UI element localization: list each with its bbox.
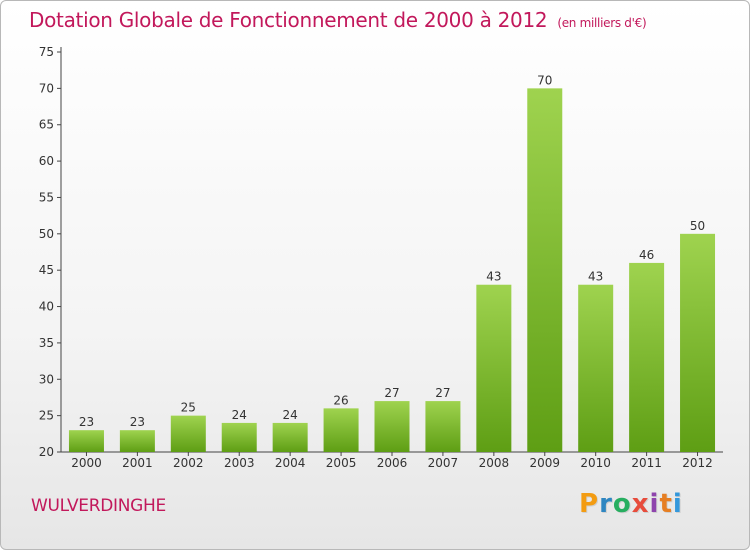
bar-2001: [119, 430, 155, 452]
y-tick-label: 55: [39, 190, 54, 204]
logo-letter: o: [612, 489, 632, 519]
logo-letter: i: [649, 489, 660, 519]
bar-value-label: 23: [130, 415, 145, 429]
y-tick-label: 50: [39, 227, 54, 241]
logo-letter: t: [659, 489, 673, 519]
logo-letter: x: [631, 489, 650, 519]
y-tick-label: 25: [39, 409, 54, 423]
commune-name: WULVERDINGHE: [31, 496, 166, 516]
y-tick-label: 40: [39, 300, 54, 314]
x-tick-label: 2006: [377, 456, 408, 470]
proxiti-logo[interactable]: Proxiti: [579, 489, 683, 519]
x-tick-label: 2008: [479, 456, 510, 470]
logo-letter: r: [599, 489, 613, 519]
x-tick-label: 2010: [580, 456, 611, 470]
x-tick-label: 2001: [122, 456, 153, 470]
bar-value-label: 50: [690, 219, 705, 233]
bar-2009: [527, 88, 563, 452]
bar-2011: [629, 262, 665, 452]
y-tick-label: 70: [39, 81, 54, 95]
bar-2005: [323, 408, 359, 452]
bar-2012: [680, 233, 716, 452]
x-tick-label: 2000: [71, 456, 102, 470]
bar-2007: [425, 401, 461, 452]
x-tick-label: 2005: [326, 456, 357, 470]
chart-subtitle: (en milliers d'€): [557, 16, 647, 30]
bar-value-label: 25: [181, 401, 196, 415]
bar-2006: [374, 401, 410, 452]
chart-title: Dotation Globale de Fonctionnement de 20…: [29, 8, 647, 32]
x-tick-label: 2002: [173, 456, 204, 470]
x-tick-label: 2004: [275, 456, 306, 470]
bar-value-label: 27: [435, 386, 450, 400]
y-tick-label: 75: [39, 45, 54, 59]
bar-value-label: 43: [486, 270, 501, 284]
bar-value-label: 70: [537, 73, 552, 87]
bar-value-label: 27: [384, 386, 399, 400]
x-tick-label: 2011: [631, 456, 662, 470]
y-tick-label: 30: [39, 372, 54, 386]
logo-letter: i: [672, 489, 683, 519]
x-tick-label: 2009: [529, 456, 560, 470]
y-tick-label: 65: [39, 118, 54, 132]
bar-2010: [578, 284, 614, 452]
bar-2003: [221, 422, 257, 452]
bar-2004: [272, 422, 308, 452]
bar-value-label: 23: [79, 415, 94, 429]
bar-value-label: 24: [283, 408, 298, 422]
y-tick-label: 45: [39, 263, 54, 277]
y-tick-label: 20: [39, 445, 54, 459]
y-tick-label: 60: [39, 154, 54, 168]
y-tick-label: 35: [39, 336, 54, 350]
bar-2008: [476, 284, 512, 452]
bar-2000: [68, 430, 104, 452]
bar-value-label: 46: [639, 248, 654, 262]
bar-value-label: 24: [232, 408, 247, 422]
x-tick-label: 2012: [682, 456, 713, 470]
x-tick-label: 2007: [428, 456, 459, 470]
bar-value-label: 43: [588, 270, 603, 284]
x-tick-label: 2003: [224, 456, 255, 470]
logo-letter: P: [579, 489, 600, 519]
bar-2002: [170, 415, 206, 452]
chart-title-text: Dotation Globale de Fonctionnement de 20…: [29, 8, 548, 32]
bar-value-label: 26: [333, 393, 348, 407]
